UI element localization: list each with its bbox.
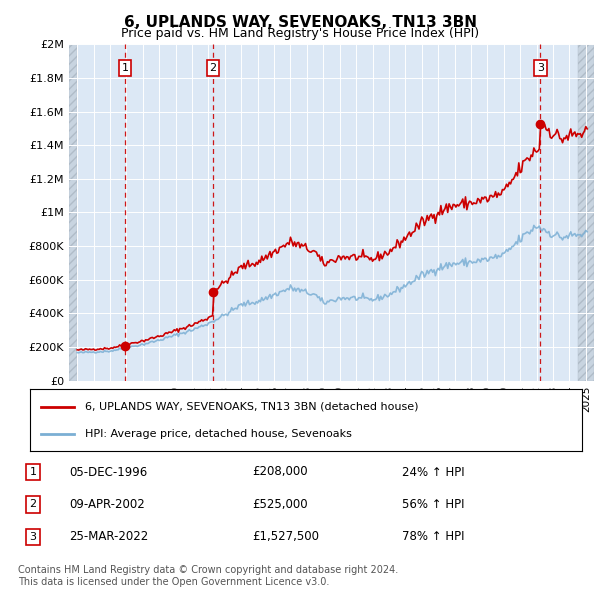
Text: 78% ↑ HPI: 78% ↑ HPI bbox=[402, 530, 464, 543]
Text: 1: 1 bbox=[122, 63, 128, 73]
Text: 24% ↑ HPI: 24% ↑ HPI bbox=[402, 466, 464, 478]
Text: 09-APR-2002: 09-APR-2002 bbox=[69, 498, 145, 511]
Text: Contains HM Land Registry data © Crown copyright and database right 2024.
This d: Contains HM Land Registry data © Crown c… bbox=[18, 565, 398, 587]
Text: 2: 2 bbox=[209, 63, 217, 73]
Bar bbox=[69, 44, 77, 381]
Text: HPI: Average price, detached house, Sevenoaks: HPI: Average price, detached house, Seve… bbox=[85, 429, 352, 439]
Text: 05-DEC-1996: 05-DEC-1996 bbox=[69, 466, 147, 478]
Text: £1,527,500: £1,527,500 bbox=[252, 530, 319, 543]
Text: 6, UPLANDS WAY, SEVENOAKS, TN13 3BN (detached house): 6, UPLANDS WAY, SEVENOAKS, TN13 3BN (det… bbox=[85, 402, 419, 412]
Text: £208,000: £208,000 bbox=[252, 466, 308, 478]
Text: £525,000: £525,000 bbox=[252, 498, 308, 511]
Text: 56% ↑ HPI: 56% ↑ HPI bbox=[402, 498, 464, 511]
Text: 3: 3 bbox=[29, 532, 37, 542]
Text: 2: 2 bbox=[29, 500, 37, 509]
Text: 25-MAR-2022: 25-MAR-2022 bbox=[69, 530, 148, 543]
Text: 1: 1 bbox=[29, 467, 37, 477]
Text: 3: 3 bbox=[537, 63, 544, 73]
Text: Price paid vs. HM Land Registry's House Price Index (HPI): Price paid vs. HM Land Registry's House … bbox=[121, 27, 479, 40]
Bar bbox=[578, 44, 594, 381]
Text: 6, UPLANDS WAY, SEVENOAKS, TN13 3BN: 6, UPLANDS WAY, SEVENOAKS, TN13 3BN bbox=[124, 15, 476, 30]
